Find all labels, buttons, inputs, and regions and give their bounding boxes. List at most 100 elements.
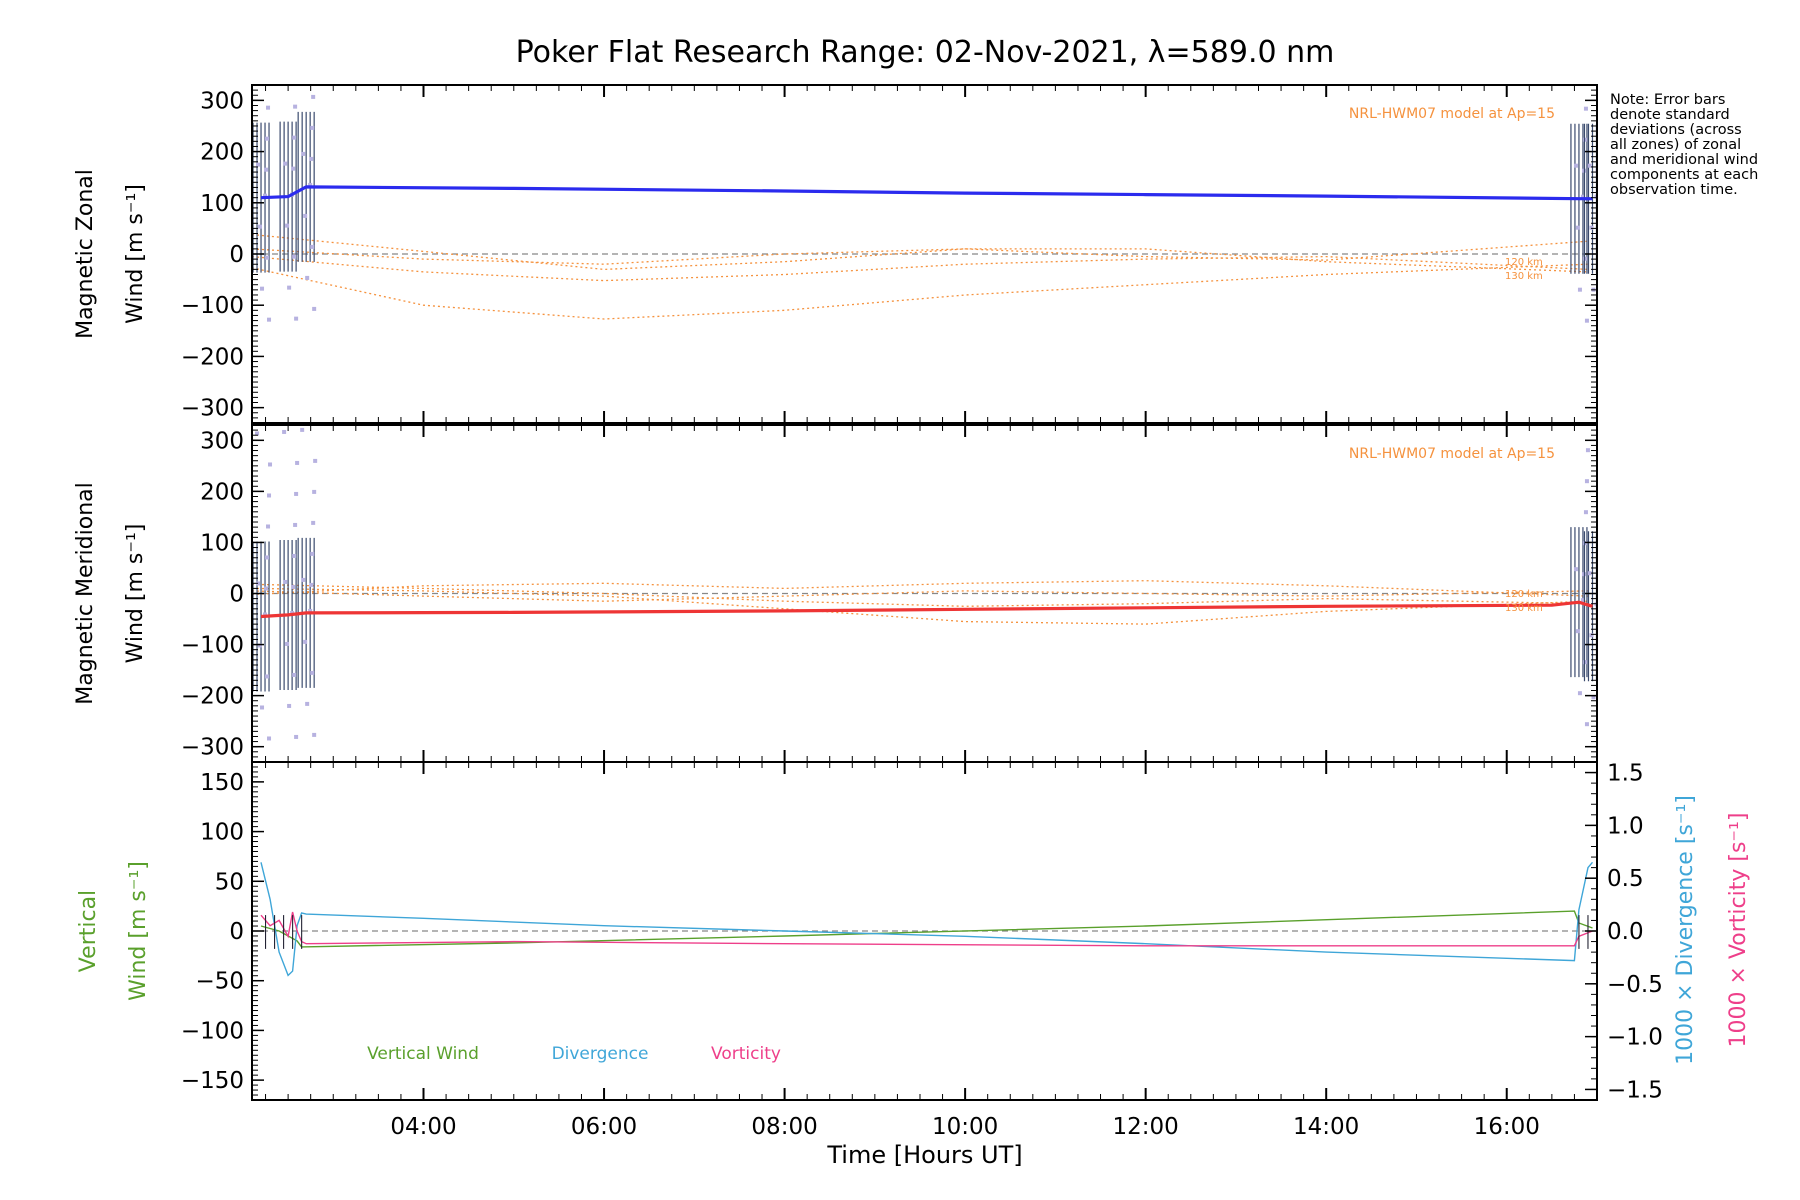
y-tick-label: 0 (229, 242, 244, 268)
scatter-point (1599, 45, 1603, 49)
scatter-point (287, 703, 292, 708)
note-line: and meridional wind (1610, 152, 1758, 168)
zonal-wind-line (260, 185, 1593, 201)
model-alt-label: 130 km (1505, 271, 1543, 282)
y-axis-label-line1: Vertical (76, 890, 101, 972)
scatter-point (1573, 14, 1577, 18)
scatter-point (256, 162, 261, 167)
scatter-point (266, 524, 271, 529)
scatter-point (287, 285, 292, 290)
model-curve (252, 263, 1589, 320)
y-tick-label: 200 (200, 479, 244, 505)
scatter-point (1577, 287, 1582, 292)
y-tick-label: 300 (200, 88, 244, 114)
scatter-point (303, 213, 308, 218)
y-tick-label: −300 (181, 396, 244, 422)
y-tick-label: 100 (200, 820, 244, 846)
scatter-point (313, 458, 318, 463)
scatter-point (1598, 483, 1602, 487)
note-line: denote standard (1610, 107, 1730, 123)
model-label: NRL-HWM07 model at Ap=15 (1349, 106, 1555, 122)
scatter-point (283, 579, 288, 584)
scatter-point (1573, 567, 1578, 572)
scatter-point (294, 491, 299, 496)
panel-frame (251, 84, 1598, 424)
scatter-point (294, 74, 298, 78)
panel-plot-area (252, 861, 1597, 977)
scatter-point (267, 736, 272, 741)
note-line: components at each (1610, 167, 1758, 183)
model-curve (252, 240, 1589, 265)
scatter-point (267, 317, 272, 322)
y2-tick-label: 1.5 (1607, 761, 1644, 787)
y2-axis-label-divergence: 1000 × Divergence [s⁻¹] (1673, 795, 1698, 1065)
model-curve (252, 583, 1589, 607)
scatter-point (312, 489, 317, 494)
scatter-point (285, 641, 290, 646)
y-tick-label: 0 (229, 919, 244, 945)
scatter-point (282, 12, 286, 16)
scatter-point (310, 551, 315, 556)
model-curve (252, 233, 1589, 273)
scatter-point (1573, 163, 1578, 168)
scatter-point (267, 493, 272, 498)
y-tick-label: −300 (181, 735, 244, 761)
scatter-point (1594, 194, 1597, 199)
scatter-point (309, 582, 314, 587)
note-line: Note: Error bars (1610, 92, 1725, 108)
scatter-point (301, 151, 306, 156)
scatter-point (303, 639, 308, 644)
note-line: all zones) of zonal (1610, 137, 1741, 153)
x-axis-label: Time [Hours UT] (826, 1141, 1022, 1169)
scatter-point (265, 674, 270, 679)
panel-zonal: −300 −200 −100 0 100 200 300 Magnetic Zonal Wind… (73, 12, 1603, 424)
legend-entry: Divergence (552, 1044, 649, 1064)
scatter-point (255, 431, 260, 436)
scatter-point (285, 223, 290, 228)
scatter-point (1586, 14, 1590, 18)
model-alt-label: 130 km (1505, 603, 1543, 614)
scatter-point (293, 522, 298, 527)
divergence-line (260, 861, 1594, 977)
scatter-point (305, 701, 310, 706)
y-tick-label: −200 (181, 344, 244, 370)
vorticity-line (260, 911, 1593, 947)
scatter-point (1577, 691, 1582, 696)
scatter-point (291, 166, 296, 171)
y-tick-label: −200 (181, 684, 244, 710)
scatter-point (294, 734, 299, 739)
x-tick-label: 06:00 (571, 1114, 637, 1140)
scatter-point (265, 255, 270, 260)
scatter-point (1587, 163, 1592, 168)
scatter-point (263, 193, 268, 198)
scatter-point (255, 13, 259, 17)
model-curve (252, 580, 1589, 597)
scatter-point (1584, 479, 1589, 484)
y2-tick-label: −1.0 (1607, 1025, 1663, 1051)
scatter-point (292, 135, 297, 140)
scatter-point (295, 43, 299, 47)
scatter-point (265, 136, 270, 141)
y-axis-label-line1: Magnetic Zonal (73, 169, 98, 339)
legend-entry: Vorticity (711, 1044, 781, 1064)
scatter-point (300, 427, 305, 432)
scatter-point (293, 104, 298, 109)
model-label: NRL-HWM07 model at Ap=15 (1349, 446, 1555, 462)
model-alt-label: 120 km (1505, 589, 1543, 600)
scatter-point (308, 608, 313, 613)
scatter-point (268, 44, 272, 48)
scatter-point (310, 670, 315, 675)
scatter-point (308, 182, 313, 187)
scatter-point (292, 672, 297, 677)
legend-entry: Vertical Wind (367, 1044, 479, 1064)
scatter-point (264, 167, 269, 172)
scatter-point (294, 316, 299, 321)
y-tick-label: −150 (181, 1068, 244, 1094)
scatter-point (1589, 225, 1594, 230)
scatter-point (1580, 598, 1585, 603)
x-tick-label: 10:00 (932, 1114, 998, 1140)
note-line: deviations (across (1610, 122, 1742, 138)
note-line: observation time. (1610, 182, 1738, 198)
note-text: Note: Error bars denote standard deviation… (1610, 92, 1758, 198)
y-tick-label: −100 (181, 1018, 244, 1044)
